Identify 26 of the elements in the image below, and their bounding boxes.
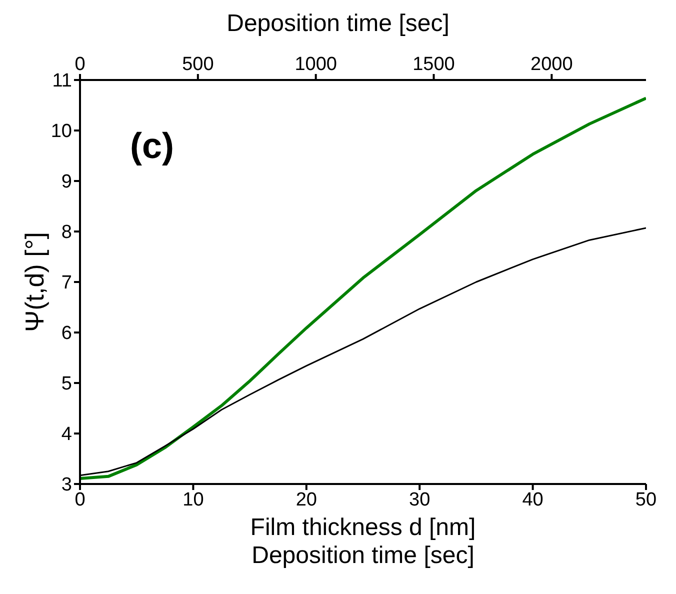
y-axis-title: Ψ(t,d) [°] xyxy=(20,231,50,334)
y-tick-label: 10 xyxy=(50,121,72,142)
line-series xyxy=(80,96,646,480)
y-tick-label: 7 xyxy=(61,272,72,294)
x2-axis-title: Deposition time [sec] xyxy=(226,10,450,38)
y-tick-label: 4 xyxy=(61,424,72,446)
x-tick-label: 10 xyxy=(182,489,204,510)
x2-tick-label: 1500 xyxy=(412,54,455,75)
x-tick-label: 40 xyxy=(522,489,544,510)
y-tick-label: 9 xyxy=(61,172,72,193)
y-tick-label: 8 xyxy=(61,222,72,244)
x2-tick-label: 1000 xyxy=(294,54,337,75)
x-tick-label: 20 xyxy=(296,489,317,510)
annotation: (c) xyxy=(130,125,174,167)
x2-tick-label: 0 xyxy=(74,54,86,75)
y-tick-label: 6 xyxy=(61,323,72,344)
y-tick-label: 11 xyxy=(52,70,72,92)
y-tick-label: 5 xyxy=(61,374,72,395)
x2-tick-label: 2000 xyxy=(530,54,573,75)
text: Deposition time [sec] xyxy=(250,542,476,570)
x-tick-label: 50 xyxy=(635,489,657,510)
y-tick-label: 3 xyxy=(61,474,72,496)
x-tick-label: 30 xyxy=(409,489,430,510)
x-axis-title: Film thickness d [nm] xyxy=(249,514,477,542)
x-tick-label: 0 xyxy=(74,489,86,510)
x2-tick-label: 500 xyxy=(182,54,214,75)
